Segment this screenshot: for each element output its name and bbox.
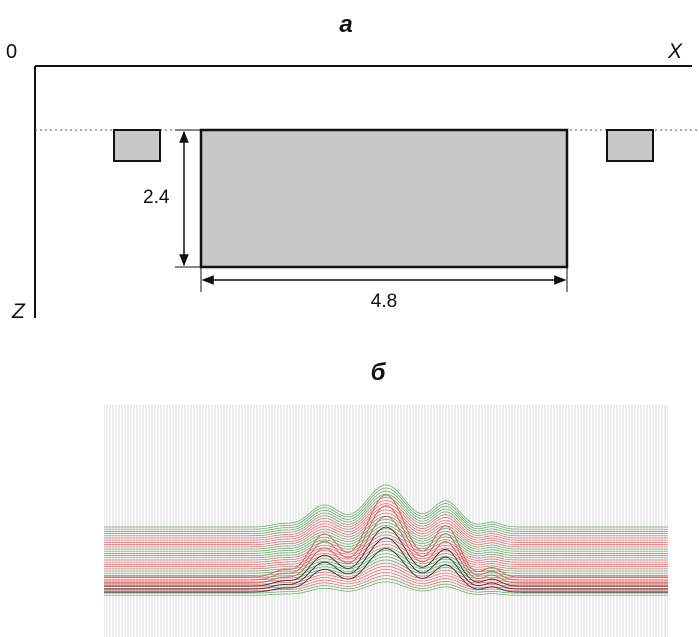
wavefield-line xyxy=(104,550,668,574)
panel-a: а 0 X Z 2.4 4.8 xyxy=(6,11,699,323)
wavefield-line xyxy=(104,575,668,592)
z-axis-label: Z xyxy=(11,300,26,323)
wavefield-line xyxy=(104,556,668,578)
height-label: 2.4 xyxy=(143,187,170,208)
envelope-line xyxy=(104,526,668,587)
envelope-line xyxy=(104,515,668,584)
wavefield-line xyxy=(104,543,668,570)
wavefield-line xyxy=(104,487,668,530)
panel-a-label: а xyxy=(339,11,352,38)
main-body xyxy=(199,128,569,269)
wavefield-line xyxy=(104,578,668,594)
small-right-body xyxy=(606,129,654,162)
x-axis-label: X xyxy=(667,40,683,63)
envelope-line xyxy=(104,494,668,578)
wavefield-line xyxy=(104,493,668,534)
width-label: 4.8 xyxy=(371,291,397,312)
envelope-line xyxy=(104,548,668,593)
wavefield-line xyxy=(104,518,668,552)
wavefield-line xyxy=(104,562,668,583)
wavefield-line xyxy=(104,565,668,585)
wavefield-line xyxy=(104,534,668,563)
wavefield-line xyxy=(104,512,668,548)
small-left-body xyxy=(113,129,161,162)
wavefield-line xyxy=(104,531,668,561)
wavefield-line xyxy=(104,503,668,541)
envelope-line xyxy=(104,537,668,590)
wavefield-line xyxy=(104,581,668,596)
wavefield-line xyxy=(104,506,668,543)
panel-b: б xyxy=(104,359,668,637)
wavefield-line xyxy=(104,497,668,537)
panel-b-label: б xyxy=(371,359,387,386)
wavefield-line xyxy=(104,500,668,539)
wavefield-plot xyxy=(104,405,668,637)
wavefield-line xyxy=(104,528,668,559)
envelope-line xyxy=(104,505,668,581)
wavefield-line xyxy=(104,540,668,567)
wavefield-line xyxy=(104,490,668,532)
wavefield-line xyxy=(104,553,668,576)
wavefield-line xyxy=(104,525,668,556)
wavefield-line xyxy=(104,484,668,528)
wavefield-line xyxy=(104,522,668,554)
wavefield-line xyxy=(104,547,668,572)
origin-label: 0 xyxy=(6,41,17,63)
wavefield-line xyxy=(104,509,668,545)
